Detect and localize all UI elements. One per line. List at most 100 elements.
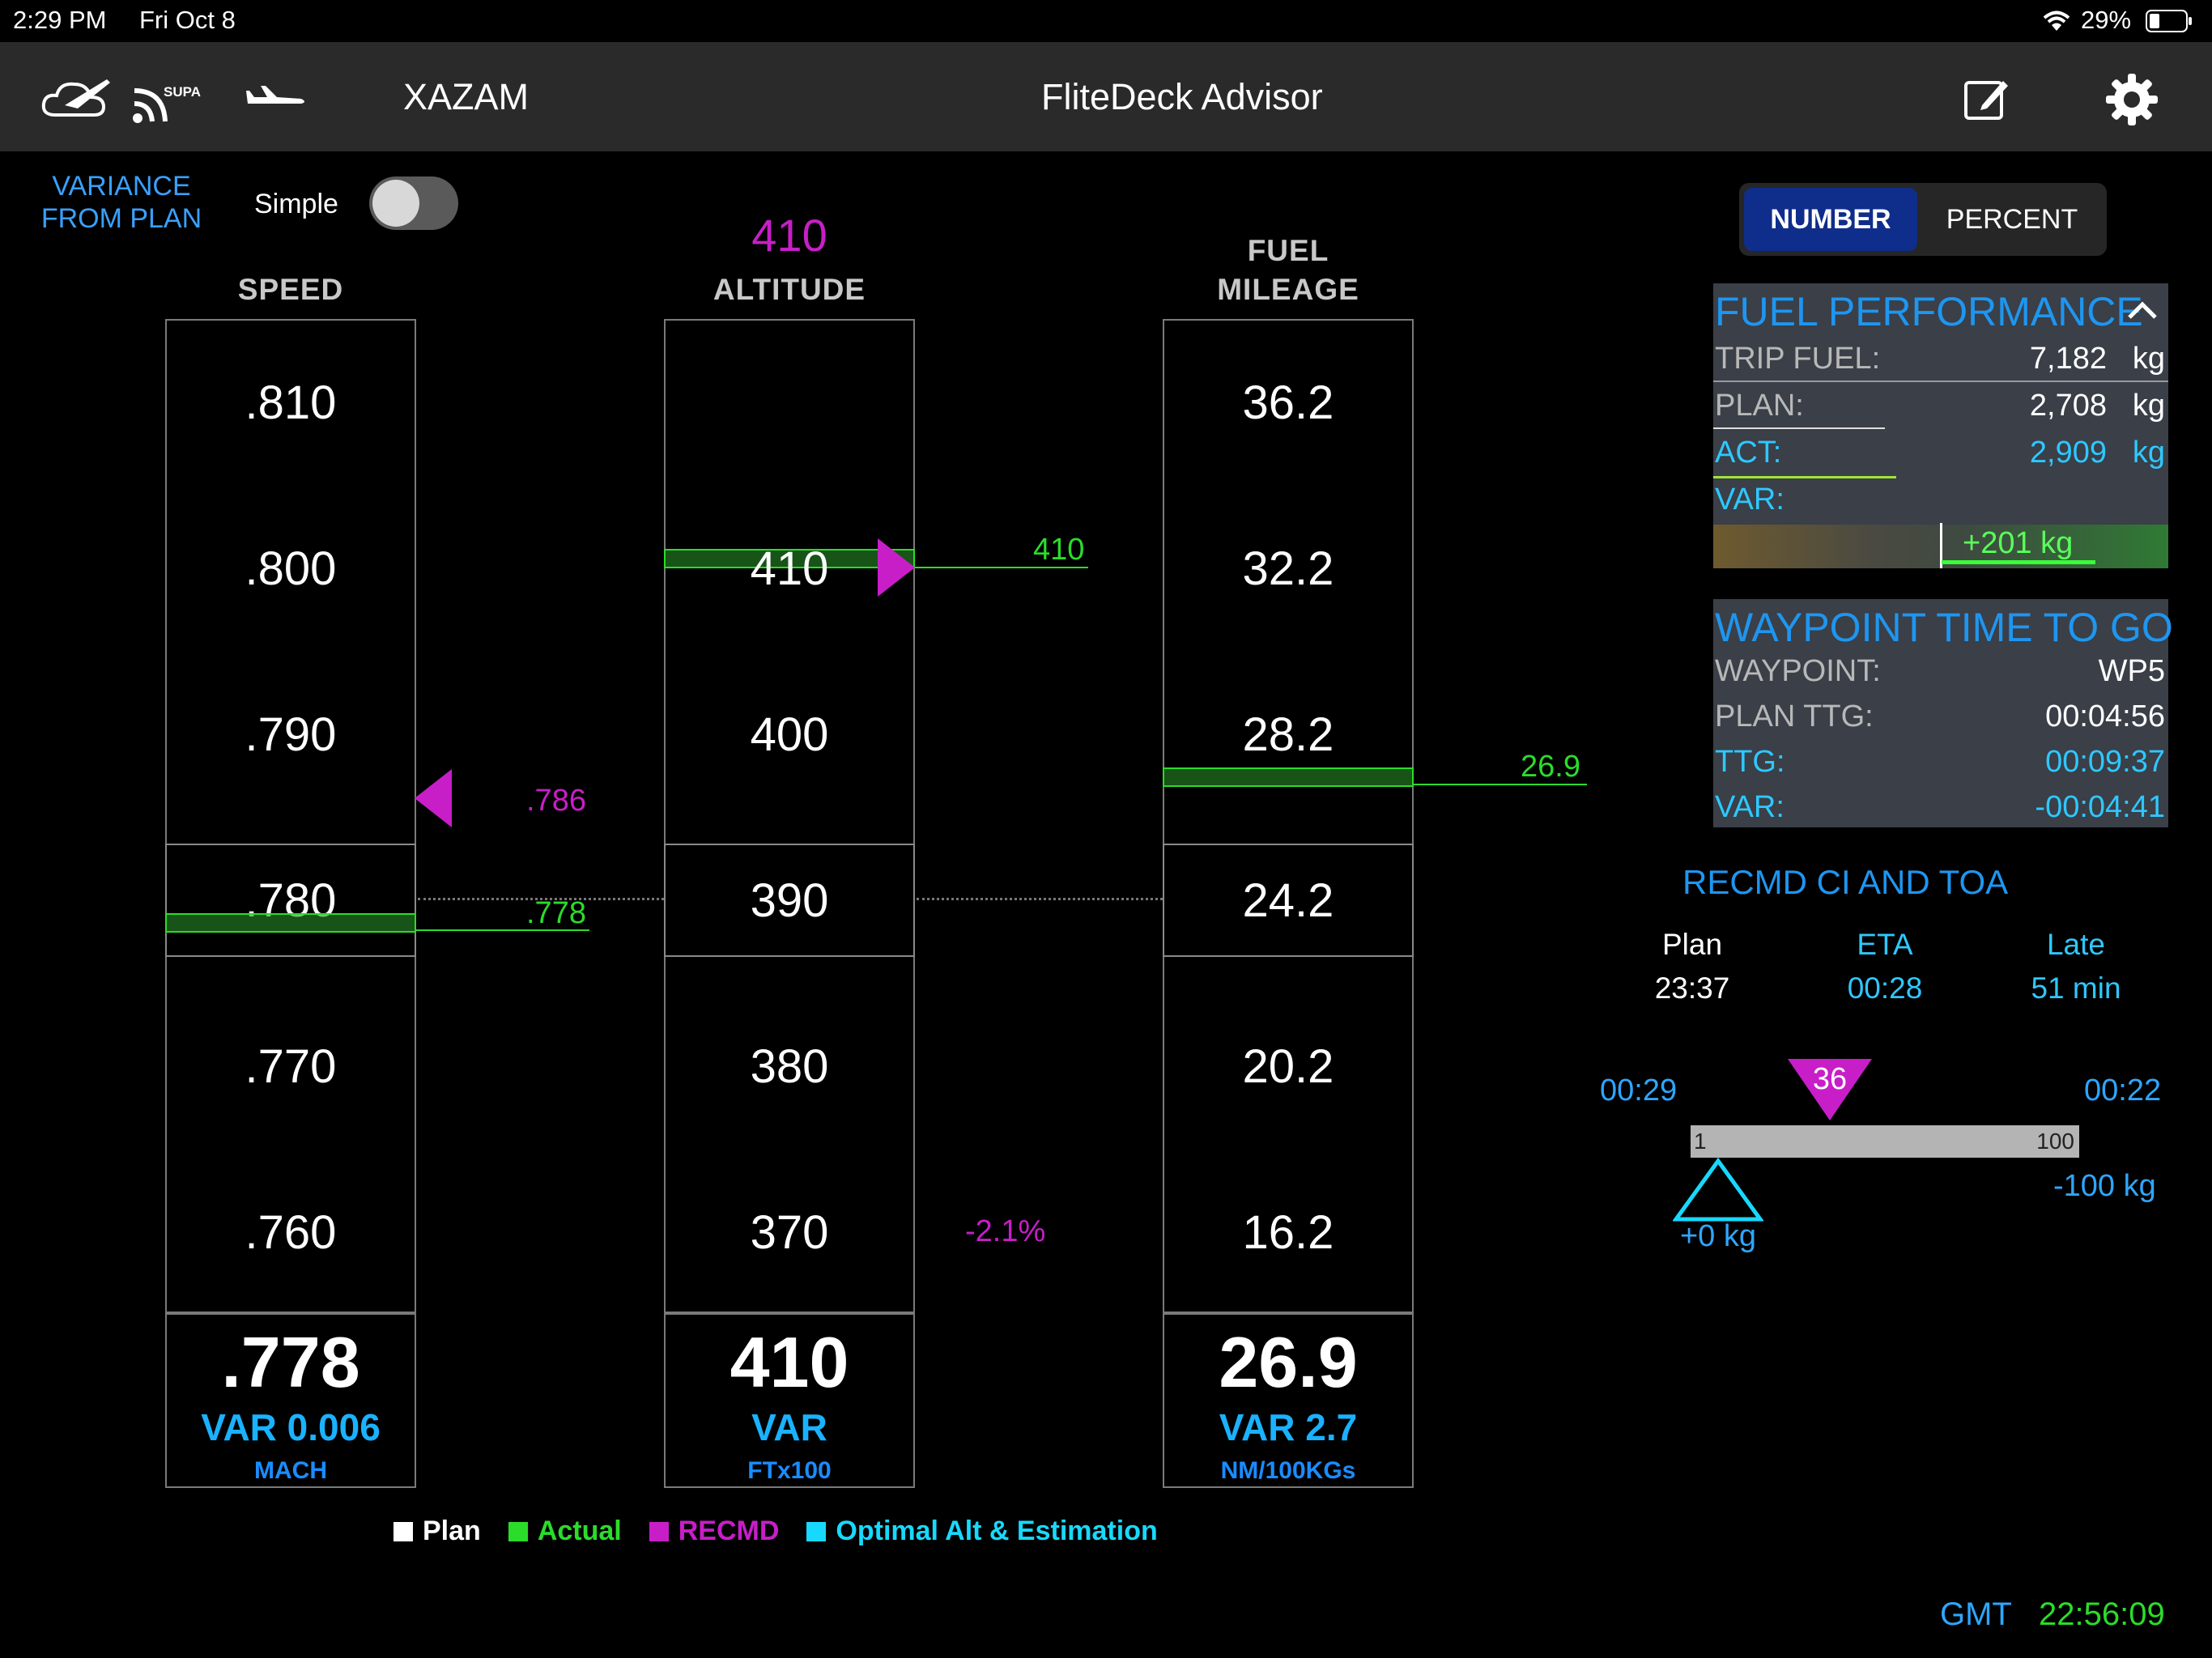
speed-actual-bar bbox=[165, 913, 416, 933]
simple-toggle[interactable] bbox=[369, 176, 458, 230]
speed-current-box bbox=[165, 844, 416, 957]
supa-signal-icon[interactable] bbox=[131, 76, 180, 129]
recmd-ci-title: RECMD CI AND TOA bbox=[1682, 863, 2009, 901]
ci-optimal-marker bbox=[1672, 1157, 1764, 1226]
altitude-tick: 410 bbox=[750, 542, 829, 595]
chevron-up-icon[interactable] bbox=[2126, 298, 2159, 326]
fuel-header: FUEL MILEAGE bbox=[1163, 232, 1414, 309]
fuel-var-value: +201 kg bbox=[1963, 526, 2074, 560]
fuel-readout-var: VAR 2.7 bbox=[1219, 1406, 1358, 1448]
plan-value: 2,708 bbox=[2029, 389, 2107, 423]
recmd-plan-value: 23:37 bbox=[1654, 971, 1730, 1005]
ci-fuel-marker: +0 kg bbox=[1679, 1219, 1757, 1253]
status-time: 2:29 PM bbox=[13, 6, 107, 34]
gmt-time: 22:56:09 bbox=[2039, 1596, 2165, 1632]
legend-label: Actual bbox=[537, 1516, 622, 1546]
speed-actual-line bbox=[416, 929, 589, 931]
speed-tick: .790 bbox=[245, 708, 337, 761]
fuel-readout: 26.9 VAR 2.7 NM/100KGs bbox=[1163, 1313, 1414, 1488]
waypoint-label: WAYPOINT: bbox=[1715, 654, 1881, 688]
dotted-connector bbox=[418, 898, 664, 900]
recmd-late-value: 51 min bbox=[2031, 971, 2121, 1005]
altitude-readout-value: 410 bbox=[730, 1322, 849, 1402]
fuel-actual-line bbox=[1414, 784, 1587, 785]
page-title: FliteDeck Advisor bbox=[1041, 76, 1323, 117]
altitude-readout-unit: FTx100 bbox=[747, 1457, 832, 1484]
battery-icon bbox=[2146, 10, 2193, 36]
speed-recmd-value: .786 bbox=[526, 784, 586, 818]
status-date: Fri Oct 8 bbox=[139, 6, 236, 34]
legend-swatch bbox=[393, 1522, 413, 1541]
legend-optimal: Optimal Alt & Estimation bbox=[806, 1516, 1158, 1547]
edit-icon[interactable] bbox=[1963, 74, 2011, 127]
fuel-tick: 24.2 bbox=[1242, 874, 1334, 927]
fuel-readout-value: 26.9 bbox=[1219, 1322, 1358, 1402]
wifi-icon bbox=[2040, 8, 2073, 36]
fuel-readout-unit: NM/100KGs bbox=[1220, 1457, 1356, 1484]
fuel-performance-panel: FUEL PERFORMANCE TRIP FUEL: 7,182 kg PLA… bbox=[1713, 283, 2168, 568]
fuel-tick: 20.2 bbox=[1242, 1040, 1334, 1093]
supa-label: SUPA bbox=[164, 84, 201, 100]
ci-left-time: 00:29 bbox=[1600, 1073, 1678, 1107]
dotted-connector bbox=[917, 898, 1163, 900]
altitude-variance-pct: -2.1% bbox=[965, 1214, 1046, 1248]
divider bbox=[1713, 380, 2168, 382]
legend-recmd: RECMD bbox=[649, 1516, 779, 1547]
altitude-readout: 410 VAR FTx100 bbox=[664, 1313, 915, 1488]
fuel-header-line1: FUEL bbox=[1247, 234, 1329, 267]
altitude-tick: 390 bbox=[750, 874, 829, 927]
airplane-icon[interactable] bbox=[245, 83, 309, 119]
altitude-tick: 370 bbox=[750, 1206, 829, 1259]
ci-fuel-right: -100 kg bbox=[2053, 1169, 2156, 1203]
altitude-recmd-marker bbox=[878, 538, 915, 601]
aircraft-id[interactable]: XAZAM bbox=[403, 76, 530, 117]
status-bar: 2:29 PM Fri Oct 8 29% bbox=[0, 0, 2212, 42]
plan-unit: kg bbox=[2132, 389, 2165, 423]
altitude-readout-var: VAR bbox=[751, 1406, 827, 1448]
altitude-actual-value: 410 bbox=[1033, 533, 1085, 567]
number-button[interactable]: NUMBER bbox=[1744, 188, 1917, 251]
legend-plan: Plan bbox=[393, 1516, 481, 1547]
legend: Plan Actual RECMD Optimal Alt & Estimati… bbox=[393, 1516, 1158, 1547]
percent-button[interactable]: PERCENT bbox=[1946, 204, 2078, 235]
ci-recmd-value: 36 bbox=[1812, 1062, 1848, 1096]
speed-tick: .770 bbox=[245, 1040, 337, 1093]
fuel-current-box bbox=[1163, 844, 1414, 957]
var-label: VAR: bbox=[1715, 483, 1784, 517]
recmd-eta-value: 00:28 bbox=[1847, 971, 1923, 1005]
speed-readout-var: VAR 0.006 bbox=[201, 1406, 381, 1448]
speed-readout: .778 VAR 0.006 MACH bbox=[165, 1313, 416, 1488]
ttg-var-label: VAR: bbox=[1715, 790, 1784, 824]
fuel-header-line2: MILEAGE bbox=[1217, 273, 1359, 306]
weather-cloud-plane-icon[interactable] bbox=[40, 73, 113, 129]
waypoint-ttg-panel: WAYPOINT TIME TO GO WAYPOINT: WP5 PLAN T… bbox=[1713, 599, 2173, 827]
trip-fuel-label: TRIP FUEL: bbox=[1715, 342, 1881, 376]
altitude-current-box bbox=[664, 844, 915, 957]
altitude-header: ALTITUDE bbox=[713, 273, 866, 306]
fuel-tick: 16.2 bbox=[1242, 1206, 1334, 1259]
act-underline bbox=[1713, 476, 1896, 478]
speed-recmd-marker bbox=[415, 769, 452, 831]
fuel-tick: 36.2 bbox=[1242, 376, 1334, 429]
altitude-tick: 380 bbox=[750, 1040, 829, 1093]
speed-readout-value: .778 bbox=[221, 1322, 360, 1402]
battery-percent: 29% bbox=[2081, 6, 2132, 34]
fuel-tick: 32.2 bbox=[1242, 542, 1334, 595]
ttg-var-value: -00:04:41 bbox=[2035, 790, 2165, 824]
speed-actual-value: .778 bbox=[526, 896, 586, 930]
toggle-knob bbox=[372, 180, 419, 227]
ci-scale-max: 100 bbox=[2036, 1129, 2074, 1154]
trip-fuel-unit: kg bbox=[2132, 342, 2165, 376]
ci-recmd-marker bbox=[1786, 1057, 1874, 1126]
gear-icon[interactable] bbox=[2104, 71, 2160, 132]
altitude-tick: 400 bbox=[750, 708, 829, 761]
speed-tick: .800 bbox=[245, 542, 337, 595]
altitude-recmd-top: 410 bbox=[751, 210, 827, 261]
fuel-actual-bar bbox=[1163, 767, 1414, 787]
plan-label: PLAN: bbox=[1715, 389, 1804, 423]
ttg-value: 00:09:37 bbox=[2045, 745, 2165, 779]
simple-label: Simple bbox=[254, 189, 338, 219]
recmd-late-label: Late bbox=[2046, 928, 2105, 961]
altitude-actual-bar bbox=[664, 549, 915, 568]
ci-scale-min: 1 bbox=[1694, 1129, 1707, 1154]
